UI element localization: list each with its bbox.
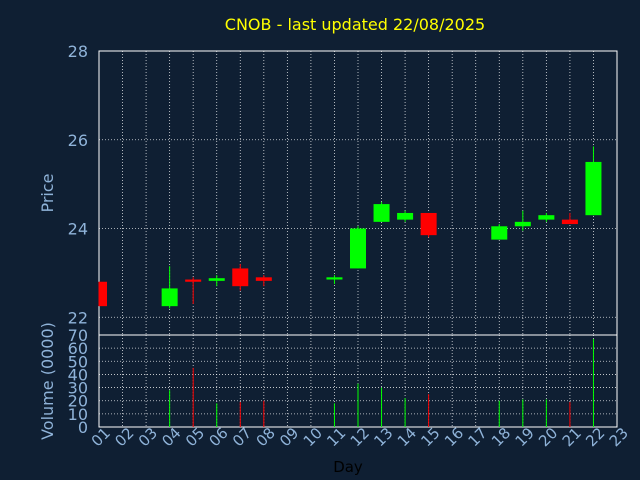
candle-20 [538,212,555,222]
candle-06 [208,275,225,287]
x-tick-label: 14 [394,424,420,450]
x-tick-label: 06 [205,424,231,450]
volume-axis-label: Volume (0000) [38,322,57,440]
x-tick-label: 22 [582,424,608,450]
volume-tick-label: 10 [68,405,88,424]
candle-body [185,279,202,282]
volume-tick-label: 70 [68,326,88,345]
candle-body [538,215,555,220]
candle-08 [255,275,272,287]
price-axis-ticks: 22 24 26 28 [68,42,88,327]
candle-body [561,219,578,225]
volume-tick-label: 60 [68,339,88,358]
x-tick-label: 08 [253,424,279,450]
volume-tick-label: 40 [68,365,88,384]
candle-body [255,277,272,281]
x-tick-label: 04 [158,424,184,450]
candle-15 [420,212,437,238]
x-tick-label: 15 [417,424,443,450]
price-tick-label: 26 [68,131,88,150]
x-tick-label: 02 [111,424,137,450]
x-tick-label: 17 [464,424,490,450]
candle-19 [514,210,531,231]
candle-body [208,278,225,281]
candle-body [373,204,390,222]
price-tick-label: 22 [68,308,88,327]
x-axis-label: Day [333,458,363,476]
x-axis-ticks: 0102030405060708091011121314151617181920… [88,424,632,450]
x-tick-label: 19 [512,424,538,450]
x-tick-label: 21 [559,424,585,450]
candle-11 [326,275,343,284]
x-tick-label: 12 [347,424,373,450]
candle-body [397,212,414,220]
x-tick-label: 20 [535,424,561,450]
candle-body [350,228,366,269]
x-tick-label: 23 [606,424,632,450]
x-tick-label: 03 [135,424,161,450]
x-tick-label: 16 [441,424,467,450]
candle-21 [561,212,578,225]
candle-body [232,268,249,287]
candle-body [585,161,602,216]
candle-body [161,288,178,307]
candle-12 [350,226,366,269]
candle-04 [161,266,178,309]
price-axis-label: Price [38,173,57,212]
candle-body [420,212,437,236]
x-tick-label: 18 [488,424,514,450]
volume-tick-label: 30 [68,379,88,398]
chart-title: CNOB - last updated 22/08/2025 [225,15,485,34]
candle-14 [397,210,414,222]
x-tick-label: 05 [182,424,208,450]
volume-tick-label: 0 [78,418,88,437]
candle-18 [491,224,508,240]
x-tick-label: 11 [323,424,349,450]
candle-07 [232,264,249,291]
candle-body [326,277,343,280]
price-tick-label: 28 [68,42,88,61]
volume-bars-layer [169,338,594,427]
candle-22 [585,146,602,216]
volume-tick-label: 50 [68,352,88,371]
x-tick-label: 07 [229,424,255,450]
candle-13 [373,201,390,222]
price-tick-label: 24 [68,220,88,239]
x-tick-label: 09 [276,424,302,450]
candle-body [514,221,531,227]
candles-layer [98,146,602,309]
candle-05 [185,277,202,304]
candle-body [99,281,107,307]
candle-01 [98,281,107,307]
x-tick-label: 10 [300,424,326,450]
x-tick-label: 13 [370,424,396,450]
x-tick-label: 01 [88,424,114,450]
volume-tick-label: 20 [68,392,88,411]
candle-body [491,226,508,240]
